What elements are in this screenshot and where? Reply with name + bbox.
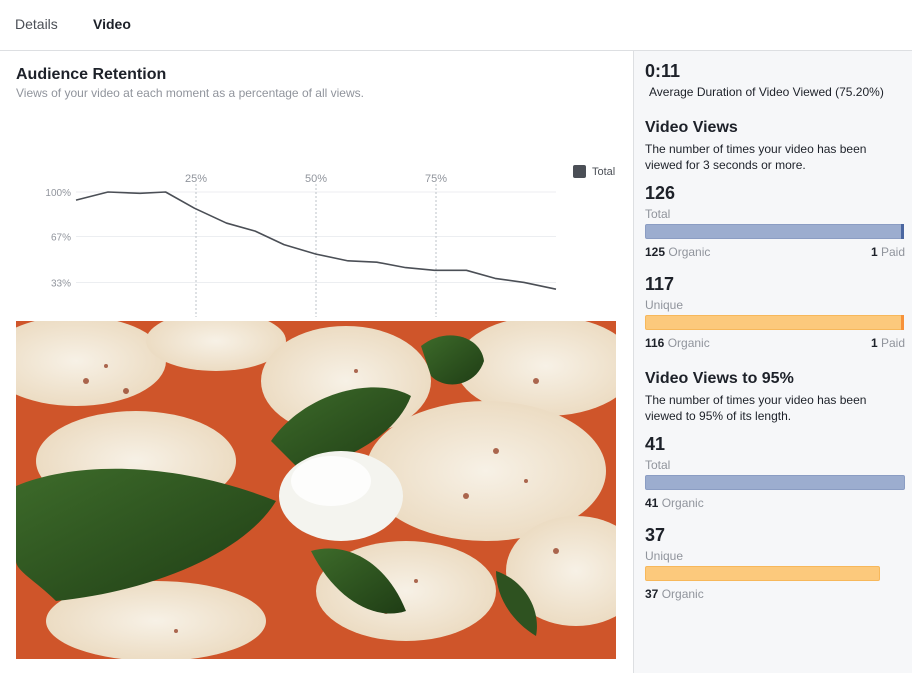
views95-total-organic-value: 41 <box>645 496 659 510</box>
tab-video[interactable]: Video <box>93 16 131 32</box>
views95-total-split: 41 Organic <box>645 496 905 510</box>
legend-label-total: Total <box>592 166 615 178</box>
views-unique-bar <box>645 315 905 330</box>
views-total-paid-fill <box>901 224 904 239</box>
retention-title: Audience Retention <box>16 66 167 83</box>
quartile-label: 75% <box>425 173 447 185</box>
quartile-label: 50% <box>305 173 327 185</box>
video-thumbnail <box>16 321 616 659</box>
views-total-organic-value: 125 <box>645 245 666 259</box>
video-player[interactable] <box>16 321 616 659</box>
y-tick-label: 33% <box>51 278 71 289</box>
views95-unique-bar <box>645 566 905 581</box>
views-total-split: 125 Organic 1 Paid <box>645 245 905 259</box>
views-unique-organic-value: 116 <box>645 336 665 350</box>
views-total-value: 126 <box>645 183 676 203</box>
y-tick-label: 67% <box>51 233 71 244</box>
video-views-description: The number of times your video has been … <box>645 142 867 172</box>
views-total-paid-value: 1 <box>870 245 878 259</box>
views-unique-split: 116 Organic 1 Paid <box>645 336 905 350</box>
retention-subtitle: Views of your video at each moment as a … <box>16 86 364 100</box>
views-unique-value: 117 <box>645 274 675 294</box>
quartile-label: 25% <box>185 173 207 185</box>
views95-total-value: 41 <box>645 434 666 454</box>
views95-unique-fill <box>645 566 880 581</box>
views95-total-label: Total <box>645 458 671 472</box>
views95-total-bar <box>645 475 905 490</box>
views-total-bar <box>645 224 905 239</box>
avg-duration-value: 0:11 <box>645 61 681 81</box>
views-unique-paid-value: 1 <box>870 336 878 350</box>
organic-label: Organic <box>661 496 704 510</box>
tab-bar: Details Video <box>0 0 912 51</box>
views-total-label: Total <box>645 207 671 221</box>
views95-unique-value: 37 <box>645 525 666 545</box>
views-total-organic-fill <box>645 224 903 239</box>
views-unique-label: Unique <box>645 298 684 312</box>
views95-total-fill <box>645 475 905 490</box>
organic-label: Organic <box>661 587 704 601</box>
video-views-title: Video Views <box>645 119 738 136</box>
tab-details[interactable]: Details <box>15 16 58 32</box>
views-unique-organic-fill <box>645 315 903 330</box>
organic-label: Organic <box>668 245 711 259</box>
views95-unique-organic-value: 37 <box>645 587 659 601</box>
stats-panel: 0:11 Average Duration of Video Viewed (7… <box>633 51 912 673</box>
y-tick-label: 100% <box>45 188 71 199</box>
retention-chart: 100%67%33%0%123456789101112131415SECONDS… <box>45 165 615 317</box>
organic-label: Organic <box>667 336 710 350</box>
views95-unique-label: Unique <box>645 549 684 563</box>
retention-panel: Audience Retention Views of your video a… <box>0 51 633 673</box>
views95-title: Video Views to 95% <box>645 370 794 387</box>
series-line-total <box>75 191 557 290</box>
paid-label: Paid <box>880 245 905 259</box>
avg-duration-label: Average Duration of Video Viewed (75.20%… <box>649 85 884 99</box>
views95-unique-split: 37 Organic <box>645 587 905 601</box>
views95-description: The number of times your video has been … <box>645 393 867 423</box>
legend-swatch-total <box>573 165 586 178</box>
paid-label: Paid <box>880 336 905 350</box>
views-unique-paid-fill <box>901 315 904 330</box>
